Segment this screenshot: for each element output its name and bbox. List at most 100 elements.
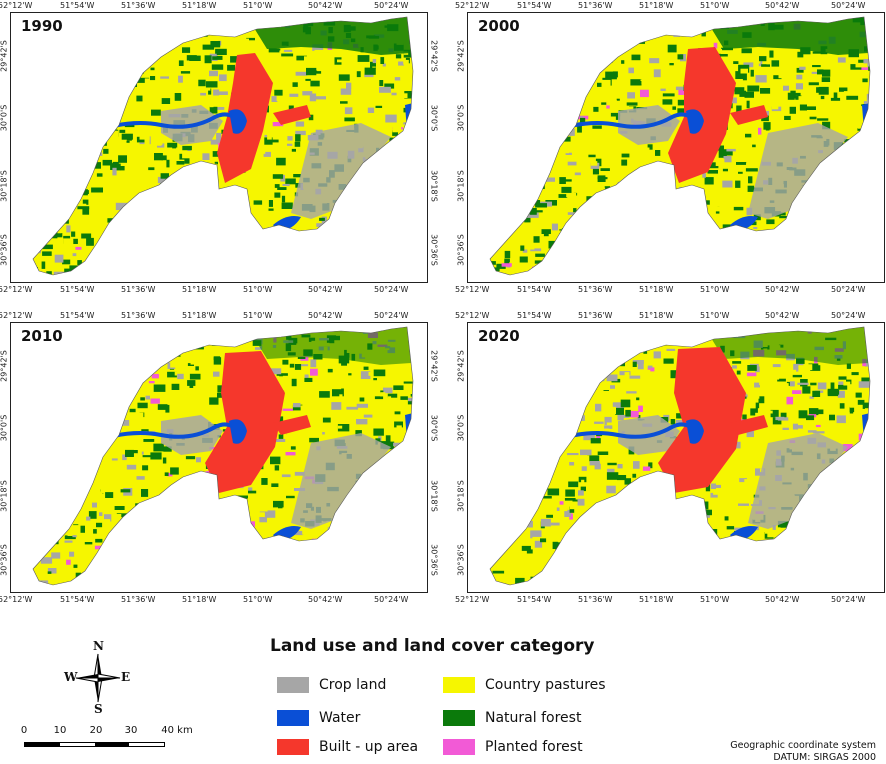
latitude-tick-label: 29°42'S [456, 40, 466, 72]
longitude-tick-label: 52°12'W [0, 1, 33, 10]
legend-label: Planted forest [485, 739, 583, 755]
legend-swatch [277, 739, 309, 755]
scale-label: 30 [124, 725, 138, 736]
longitude-tick-label: 51°36'W [578, 285, 613, 294]
longitude-tick-label: 51°36'W [121, 285, 156, 294]
latitude-tick-label: 30°0'S [456, 414, 466, 442]
latitude-tick-label: 30°36'S [429, 544, 439, 576]
legend-label: Built - up area [319, 739, 419, 755]
latitude-tick-label: 30°36'S [456, 234, 466, 266]
longitude-tick-label: 51°0'W [243, 311, 273, 320]
longitude-tick-label: 51°18'W [639, 595, 674, 604]
latitude-tick-label: 29°42'S [429, 350, 439, 382]
compass-e: E [121, 670, 131, 684]
longitude-tick-label: 51°36'W [578, 311, 613, 320]
longitude-tick-label: 52°12'W [455, 285, 490, 294]
map-frame: 2010 [10, 322, 428, 593]
latitude-tick-label: 30°36'S [0, 234, 9, 266]
longitude-tick-label: 50°24'W [374, 311, 409, 320]
longitude-tick-label: 51°54'W [60, 311, 95, 320]
latitude-tick-label: 30°18'S [0, 170, 9, 202]
longitude-tick-label: 51°18'W [182, 1, 217, 10]
longitude-tick-label: 50°24'W [374, 285, 409, 294]
legend-item: Water [277, 710, 360, 726]
longitude-tick-label: 51°0'W [700, 285, 730, 294]
latitude-tick-label: 29°42'S [0, 40, 9, 72]
longitude-tick-label: 51°18'W [182, 311, 217, 320]
longitude-tick-label: 51°0'W [243, 285, 273, 294]
latitude-tick-label: 30°18'S [456, 480, 466, 512]
legend-swatch [277, 677, 309, 693]
legend-item: Natural forest [443, 710, 581, 726]
longitude-tick-label: 50°42'W [765, 595, 800, 604]
latitude-tick-label: 29°42'S [429, 40, 439, 72]
longitude-tick-label: 51°36'W [121, 595, 156, 604]
longitude-tick-label: 51°54'W [60, 285, 95, 294]
legend-label: Natural forest [485, 710, 582, 726]
latitude-tick-label: 30°0'S [429, 414, 439, 442]
compass-s: S [94, 702, 103, 716]
latitude-tick-label: 30°36'S [456, 544, 466, 576]
longitude-tick-label: 51°0'W [243, 1, 273, 10]
longitude-tick-label: 52°12'W [0, 595, 33, 604]
legend-label: Crop land [319, 677, 387, 693]
longitude-tick-label: 51°18'W [639, 311, 674, 320]
land-cover-map [32, 16, 414, 276]
longitude-tick-label: 51°54'W [517, 595, 552, 604]
latitude-tick-label: 30°0'S [0, 414, 9, 442]
map-year-label: 2010 [21, 327, 63, 345]
latitude-tick-label: 30°18'S [429, 170, 439, 202]
legend-label: Water [319, 710, 361, 726]
longitude-tick-label: 51°18'W [182, 595, 217, 604]
crs-line-2: DATUM: SIRGAS 2000 [773, 752, 876, 763]
longitude-tick-label: 50°42'W [765, 1, 800, 10]
longitude-tick-label: 50°42'W [765, 311, 800, 320]
map-frame: 1990 [10, 12, 428, 283]
land-cover-map [489, 16, 871, 276]
latitude-tick-label: 29°42'S [0, 350, 9, 382]
latitude-tick-label: 30°0'S [456, 104, 466, 132]
latitude-tick-label: 29°42'S [456, 350, 466, 382]
legend-swatch [277, 710, 309, 726]
legend-item: Built - up area [277, 739, 418, 755]
longitude-tick-label: 51°18'W [639, 1, 674, 10]
longitude-tick-label: 51°36'W [121, 311, 156, 320]
land-cover-map [32, 326, 414, 586]
map-panel-1990: 1990 52°12'W 52°12'W 51°54'W 51°54'W 51°36'W 5… [0, 1, 439, 294]
longitude-tick-label: 50°42'W [308, 595, 343, 604]
map-year-label: 2020 [478, 327, 520, 345]
legend-swatch [443, 677, 475, 693]
longitude-tick-label: 52°12'W [455, 311, 490, 320]
map-panel-2000: 2000 52°12'W 52°12'W 51°54'W 51°54'W 51°36'W 5… [455, 1, 885, 294]
longitude-tick-label: 50°24'W [831, 595, 866, 604]
longitude-tick-label: 50°42'W [308, 1, 343, 10]
legend-title: Land use and land cover category [270, 636, 595, 656]
longitude-tick-label: 51°54'W [60, 595, 95, 604]
longitude-tick-label: 51°0'W [700, 1, 730, 10]
longitude-tick-label: 52°12'W [455, 1, 490, 10]
map-year-label: 1990 [21, 17, 63, 35]
legend-swatch [443, 739, 475, 755]
longitude-tick-label: 51°36'W [121, 1, 156, 10]
longitude-tick-label: 51°0'W [700, 311, 730, 320]
crs-line-1: Geographic coordinate system [730, 740, 876, 751]
longitude-tick-label: 50°24'W [831, 311, 866, 320]
longitude-tick-label: 50°42'W [308, 285, 343, 294]
latitude-tick-label: 30°0'S [0, 104, 9, 132]
longitude-tick-label: 52°12'W [0, 285, 33, 294]
legend-swatch [443, 710, 475, 726]
legend-label: Country pastures [485, 677, 606, 693]
longitude-tick-label: 51°0'W [700, 595, 730, 604]
scale-label: 0 [20, 725, 28, 736]
longitude-tick-label: 51°54'W [517, 1, 552, 10]
scale-label: 20 [89, 725, 103, 736]
coordinate-system-note: Geographic coordinate system DATUM: SIRG… [730, 740, 876, 764]
longitude-tick-label: 50°24'W [831, 285, 866, 294]
latitude-tick-label: 30°36'S [429, 234, 439, 266]
longitude-tick-label: 51°18'W [639, 285, 674, 294]
compass-n: N [93, 639, 104, 653]
legend-item: Country pastures [443, 677, 606, 693]
longitude-tick-label: 51°18'W [182, 285, 217, 294]
scale-label: 40 km [161, 725, 193, 736]
map-frame: 2020 [467, 322, 885, 593]
